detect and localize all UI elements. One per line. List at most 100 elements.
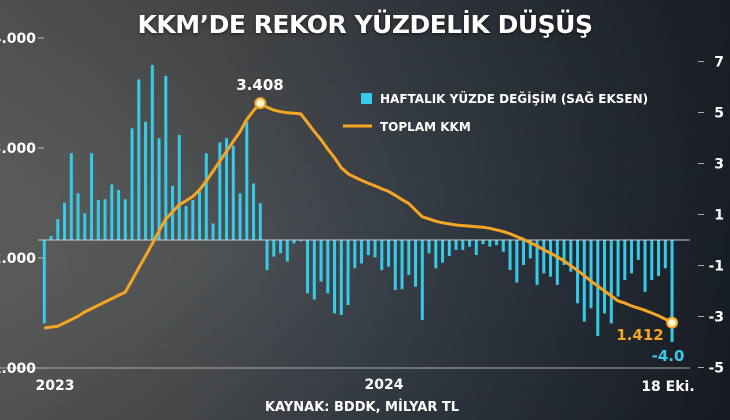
bar	[252, 183, 256, 240]
bar	[420, 240, 424, 321]
x-tick-label: 18 Eki.	[641, 379, 694, 395]
bar	[312, 240, 316, 300]
bar	[643, 240, 647, 292]
bar	[474, 240, 478, 256]
bar	[434, 240, 438, 269]
bar	[393, 240, 397, 290]
bar	[319, 240, 323, 282]
legend-label: HAFTALIK YÜZDE DEĞİŞİM (SAĞ EKSEN)	[380, 91, 648, 106]
bar	[245, 121, 249, 240]
bar	[204, 153, 208, 240]
bar	[360, 240, 364, 264]
right-tick-label: -1	[708, 259, 724, 275]
bar	[306, 240, 310, 294]
right-tick-label: 3	[714, 157, 724, 173]
left-tick-label: 1.000	[0, 361, 36, 377]
bar	[528, 240, 532, 259]
bar	[353, 240, 357, 269]
legend-swatch-bars	[361, 93, 372, 104]
bar	[279, 240, 283, 254]
x-tick-label: 2023	[36, 378, 75, 394]
bar	[636, 240, 640, 260]
bar	[508, 240, 512, 271]
right-tick-label: -5	[708, 361, 724, 377]
bar	[380, 240, 384, 271]
right-tick-label: 7	[714, 55, 724, 71]
bar	[373, 240, 377, 258]
bar	[326, 240, 330, 294]
bar	[191, 199, 195, 240]
bar	[366, 240, 370, 256]
left-tick-label: 2.000	[0, 251, 36, 267]
bar	[177, 134, 181, 240]
peak-label: 3.408	[236, 76, 283, 94]
bar	[292, 240, 296, 244]
bar	[346, 240, 350, 306]
peak-marker	[254, 97, 267, 110]
bar	[515, 240, 519, 283]
bar	[630, 240, 634, 274]
bar	[69, 153, 73, 240]
bar	[150, 65, 154, 240]
x-axis: 2023 2024 18 Eki.	[36, 377, 695, 395]
bar	[90, 153, 94, 240]
bar	[123, 199, 127, 240]
bar	[481, 240, 485, 245]
bar	[76, 193, 80, 240]
bar	[427, 240, 431, 254]
bar	[198, 191, 202, 240]
bar	[535, 240, 539, 285]
bar	[42, 240, 46, 324]
bar	[650, 240, 654, 281]
bar	[110, 184, 114, 240]
bar	[83, 213, 87, 240]
bar	[265, 240, 269, 271]
bar	[488, 240, 492, 247]
bar	[522, 240, 526, 265]
bar	[400, 240, 404, 290]
x-tick-label: 2024	[365, 377, 404, 393]
bar	[339, 240, 343, 315]
chart-title: KKM’DE REKOR YÜZDELİK DÜŞÜŞ	[137, 10, 593, 39]
bar	[501, 240, 505, 252]
last-value-label: 1.412	[616, 326, 663, 344]
bar	[299, 240, 303, 242]
bar	[103, 199, 107, 240]
bar	[387, 240, 391, 267]
bar	[96, 199, 100, 240]
bar	[333, 240, 337, 314]
bar	[56, 219, 60, 240]
bar	[231, 145, 235, 240]
bar	[555, 240, 559, 285]
bar	[495, 240, 499, 246]
bar	[258, 203, 262, 240]
bar-series	[42, 65, 674, 342]
bar	[130, 128, 134, 240]
bar	[461, 240, 465, 250]
bar	[285, 240, 289, 262]
bar	[144, 121, 148, 240]
bar	[609, 240, 613, 324]
bar	[441, 240, 445, 263]
bar	[225, 138, 229, 240]
left-tick-label: 4.000	[0, 31, 36, 47]
bar	[63, 202, 67, 240]
bar	[542, 240, 546, 274]
bar	[549, 240, 553, 277]
bar	[582, 240, 586, 322]
bar	[117, 190, 121, 240]
bar	[447, 240, 451, 257]
bar	[603, 240, 607, 314]
line-series-toplam-kkm	[44, 101, 673, 330]
bar	[657, 240, 661, 276]
bar	[589, 240, 593, 309]
bar	[184, 206, 188, 240]
bar	[454, 240, 458, 250]
bar	[468, 240, 472, 247]
bar	[670, 240, 674, 342]
right-tick-label: 1	[714, 208, 724, 224]
right-axis: 7 5 3 1 -1 -3 -5	[698, 55, 724, 377]
bar	[218, 142, 222, 240]
